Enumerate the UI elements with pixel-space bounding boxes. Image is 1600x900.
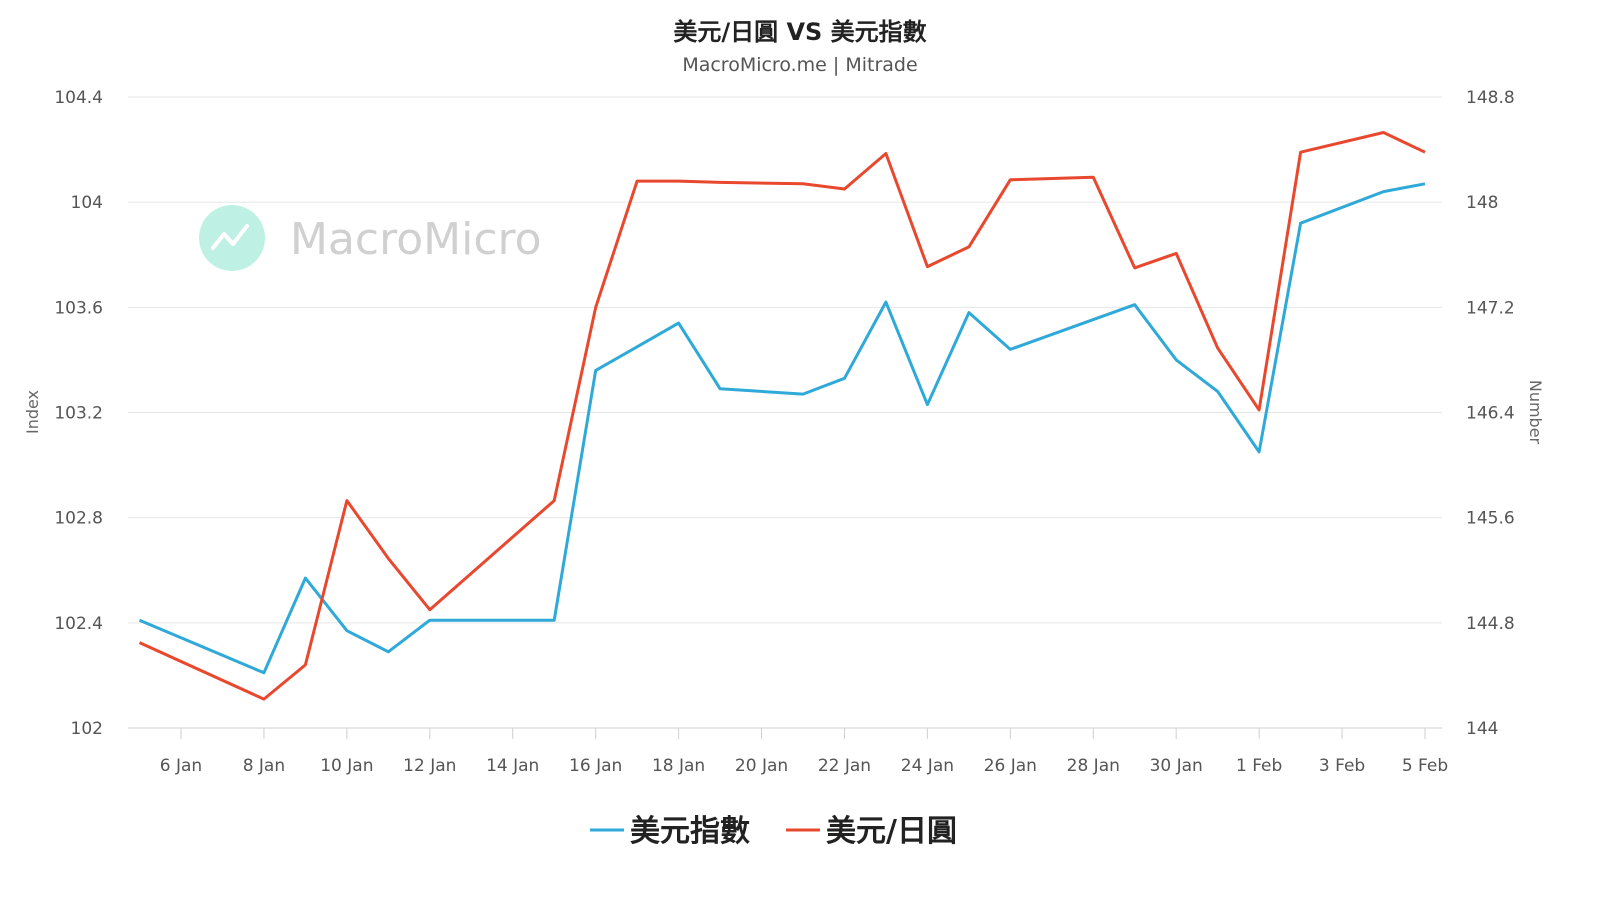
x-tick-label: 28 Jan: [1067, 756, 1120, 776]
y-right-ticks: 144 144.8 145.6 146.4 147.2 148 148.8: [1466, 88, 1515, 739]
series-lines: [138, 131, 1426, 701]
watermark-text: MacroMicro: [290, 214, 542, 265]
y-right-tick-label: 148.8: [1466, 88, 1515, 108]
watermark-logo-icon: [199, 205, 265, 271]
grid-lines: [128, 96, 1442, 729]
y-right-tick-label: 148: [1466, 193, 1498, 213]
y-left-ticks: 102 102.4 102.8 103.2 103.6 104 104.4: [54, 88, 103, 739]
x-tick-label: 14 Jan: [486, 756, 539, 776]
y-right-tick-label: 147.2: [1466, 298, 1515, 318]
y-right-tick-label: 144: [1466, 719, 1498, 739]
y-left-tick-label: 104.4: [54, 88, 103, 108]
x-tick-label: 16 Jan: [569, 756, 622, 776]
x-tick-label: 30 Jan: [1150, 756, 1203, 776]
x-tick-label: 10 Jan: [320, 756, 373, 776]
x-tick-label: 5 Feb: [1402, 756, 1448, 776]
x-tick-label: 6 Jan: [160, 756, 202, 776]
x-tick-label: 20 Jan: [735, 756, 788, 776]
y-left-tick-label: 104: [71, 193, 103, 213]
chart-title: 美元/日圓 VS 美元指數: [673, 18, 927, 46]
x-tick-label: 1 Feb: [1236, 756, 1282, 776]
y-left-tick-label: 103.2: [54, 404, 103, 424]
legend[interactable]: 美元指數 美元/日圓: [590, 814, 957, 849]
legend-label: 美元/日圓: [826, 814, 957, 849]
x-axis: 6 Jan 8 Jan 10 Jan 12 Jan 14 Jan 16 Jan 18 Jan…: [160, 728, 1448, 776]
y-left-axis-title: Index: [23, 390, 42, 434]
y-right-tick-label: 146.4: [1466, 404, 1515, 424]
series-line-1: [138, 131, 1426, 701]
y-left-tick-label: 103.6: [54, 298, 103, 318]
x-tick-label: 8 Jan: [243, 756, 285, 776]
y-right-axis-title: Number: [1526, 380, 1545, 445]
y-left-tick-label: 102.4: [54, 614, 103, 634]
x-tick-label: 24 Jan: [901, 756, 954, 776]
y-left-tick-label: 102.8: [54, 509, 103, 529]
legend-item-0[interactable]: 美元指數: [590, 814, 750, 849]
y-right-tick-label: 145.6: [1466, 509, 1515, 529]
x-tick-label: 3 Feb: [1319, 756, 1365, 776]
x-tick-label: 26 Jan: [984, 756, 1037, 776]
legend-item-1[interactable]: 美元/日圓: [786, 814, 957, 849]
legend-label: 美元指數: [630, 814, 750, 849]
x-tick-label: 12 Jan: [403, 756, 456, 776]
watermark-logo-mark: [211, 224, 249, 250]
x-tick-label: 22 Jan: [818, 756, 871, 776]
x-tick-label: 18 Jan: [652, 756, 705, 776]
series-line-0: [138, 182, 1426, 675]
chart-subtitle: MacroMicro.me | Mitrade: [682, 54, 918, 76]
y-right-tick-label: 144.8: [1466, 614, 1515, 634]
y-left-tick-label: 102: [71, 719, 103, 739]
watermark: MacroMicro: [199, 205, 542, 271]
